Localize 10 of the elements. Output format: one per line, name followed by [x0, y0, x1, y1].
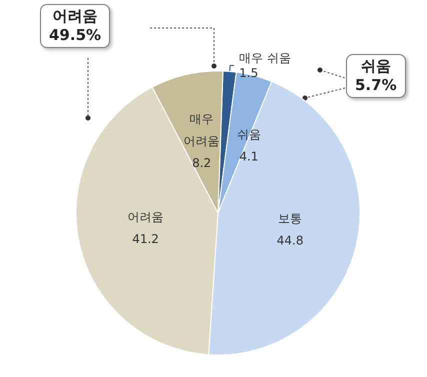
data-label: 44.8 [276, 234, 304, 248]
text: 쉬움 5.7% [346, 54, 406, 98]
text: 어려움 49.5% [40, 4, 110, 48]
data-label: 4.1 [239, 149, 258, 164]
data-label: 41.2 [132, 232, 159, 246]
slice-label: 보통 [278, 212, 302, 226]
data-label: 8.2 [192, 156, 212, 170]
slice-label: 어려움 [128, 210, 164, 224]
slice-label: 매우 어려움 [184, 112, 220, 148]
slice-label: 매우 쉬움 [239, 51, 291, 65]
